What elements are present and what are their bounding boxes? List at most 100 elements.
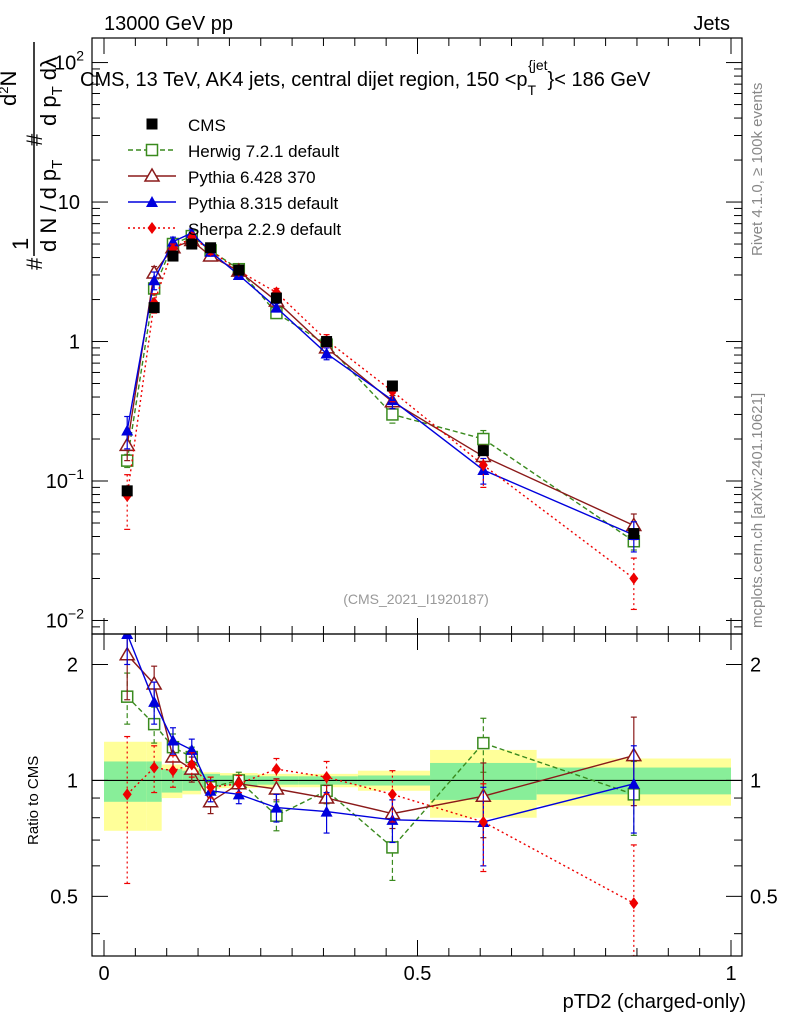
legend-marker-sherpa bbox=[147, 222, 157, 234]
legend-marker-data bbox=[146, 118, 158, 130]
ratio-line-sherpa bbox=[126, 763, 635, 904]
header-left: 13000 GeV pp bbox=[104, 13, 233, 35]
ratio-series-sherpa bbox=[122, 735, 639, 956]
ratio-point-sherpa bbox=[122, 788, 132, 801]
y-tick-label: 10−2 bbox=[46, 605, 84, 632]
ratio-point-py8 bbox=[270, 801, 283, 813]
point-py8 bbox=[320, 347, 333, 359]
ratio-point-sherpa bbox=[322, 771, 332, 784]
svg-text:#: # bbox=[22, 133, 47, 146]
ratio-point-sherpa bbox=[387, 788, 397, 801]
ratio-point-sherpa bbox=[206, 781, 216, 794]
legend-marker-herwig bbox=[145, 143, 159, 157]
point-data bbox=[233, 264, 245, 276]
point-data bbox=[205, 242, 217, 254]
point-sherpa bbox=[629, 572, 639, 585]
header-right: Jets bbox=[693, 13, 730, 35]
ratio-series-py8 bbox=[121, 634, 640, 867]
ratio-point-herwig bbox=[477, 736, 490, 750]
ratio-point-py8 bbox=[148, 695, 161, 707]
point-data bbox=[148, 302, 160, 314]
series-herwig bbox=[120, 229, 641, 551]
main-y-axis: 102 10 1 10−1 10−2 bbox=[46, 48, 742, 635]
y-tick-label: 1 bbox=[69, 332, 80, 354]
legend: CMS Herwig 7.2.1 default Pythia 6.428 370 P… bbox=[128, 116, 341, 239]
point-data bbox=[321, 336, 333, 348]
series-line-sherpa bbox=[126, 236, 635, 580]
svg-text:1: 1 bbox=[8, 238, 33, 250]
series-sherpa bbox=[122, 231, 639, 611]
svg-text:#: # bbox=[22, 257, 47, 270]
ratio-point-sherpa bbox=[478, 815, 488, 828]
ratio-point-py8 bbox=[627, 777, 640, 789]
side-label-mcplots: mcplots.cern.ch [arXiv:2401.10621] bbox=[749, 393, 766, 628]
ratio-point-py8 bbox=[232, 788, 245, 800]
svg-text:CMS, 13 TeV, AK4 jets, central: CMS, 13 TeV, AK4 jets, central dijet reg… bbox=[80, 57, 651, 98]
x-tick-label: 0.5 bbox=[404, 963, 432, 985]
legend-label-py6: Pythia 6.428 370 bbox=[188, 168, 316, 187]
ratio-y-tick-label-right: 0.5 bbox=[750, 886, 778, 908]
x-axis-label: pTD2 (charged-only) bbox=[563, 991, 746, 1013]
ratio-point-sherpa bbox=[187, 758, 197, 771]
title-sup: {jet bbox=[528, 57, 548, 73]
point-data bbox=[121, 485, 133, 497]
point-py8 bbox=[386, 394, 399, 406]
title-tail: }< 186 GeV bbox=[548, 69, 652, 91]
ratio-y-tick-label-left: 0.5 bbox=[50, 886, 78, 908]
legend-item-py6: Pythia 6.428 370 bbox=[128, 167, 316, 187]
plot-title: CMS, 13 TeV, AK4 jets, central dijet reg… bbox=[80, 57, 651, 98]
x-tick-label: 0 bbox=[98, 963, 109, 985]
point-sherpa bbox=[478, 459, 488, 472]
ratio-point-py8 bbox=[121, 634, 134, 639]
ratio-point-sherpa bbox=[234, 777, 244, 790]
y-tick-label: 10 bbox=[58, 192, 80, 214]
ratio-point-sherpa bbox=[629, 897, 639, 910]
ratio-series-py6 bbox=[118, 634, 643, 839]
side-label-rivet: Rivet 4.1.0, ≥ 100k events bbox=[749, 83, 766, 256]
ratio-plot: 2 21 10.5 0.50 0.5 1 bbox=[50, 633, 778, 985]
ratio-y-axis: 2 2 1 1 0.5 0.5 bbox=[50, 654, 778, 935]
ratio-point-py8 bbox=[166, 734, 179, 746]
ratio-point-sherpa bbox=[271, 763, 281, 776]
ratio-y-tick-label-right: 2 bbox=[750, 654, 761, 676]
series-py8 bbox=[121, 226, 640, 553]
point-data bbox=[386, 380, 398, 392]
series-data bbox=[121, 238, 640, 540]
ratio-y-label: Ratio to CMS bbox=[25, 756, 42, 845]
point-data bbox=[628, 528, 640, 540]
series-line-py6 bbox=[126, 239, 635, 527]
legend-marker-py6 bbox=[143, 167, 161, 182]
legend-marker-py8 bbox=[146, 196, 158, 207]
point-herwig bbox=[386, 408, 399, 421]
point-data bbox=[270, 292, 282, 304]
y-tick-label: 10−1 bbox=[46, 466, 84, 493]
main-series bbox=[118, 226, 643, 611]
ratio-series bbox=[118, 634, 643, 956]
title-main: CMS, 13 TeV, AK4 jets, central dijet reg… bbox=[80, 69, 528, 91]
legend-label-sherpa: Sherpa 2.2.9 default bbox=[188, 220, 341, 239]
ratio-y-tick-label-left: 2 bbox=[67, 654, 78, 676]
point-data bbox=[477, 445, 489, 457]
title-sub: T bbox=[528, 82, 537, 98]
legend-label-py8: Pythia 8.315 default bbox=[188, 194, 339, 213]
legend-item-py8: Pythia 8.315 default bbox=[128, 194, 339, 213]
ratio-point-sherpa bbox=[149, 761, 159, 774]
y-axis-label: # 1 d N / d pT # d2N d pTdλ bbox=[0, 42, 66, 270]
y-tick-label: 102 bbox=[54, 48, 84, 75]
ratio-point-py8 bbox=[320, 805, 333, 817]
point-data bbox=[167, 250, 179, 262]
x-tick-label: 1 bbox=[725, 963, 736, 985]
ratio-point-herwig bbox=[386, 841, 399, 854]
legend-label-data: CMS bbox=[188, 116, 226, 135]
point-py8 bbox=[121, 424, 134, 436]
svg-text:d2N: d2N bbox=[0, 71, 21, 106]
legend-item-herwig: Herwig 7.2.1 default bbox=[128, 142, 339, 161]
legend-item-sherpa: Sherpa 2.2.9 default bbox=[128, 220, 341, 239]
series-line-herwig bbox=[126, 235, 635, 542]
point-herwig bbox=[477, 432, 490, 446]
svg-text:d N / d pT: d N / d pT bbox=[36, 160, 66, 252]
ratio-y-tick-label-left: 1 bbox=[67, 770, 78, 792]
point-py8 bbox=[270, 301, 283, 313]
ratio-point-sherpa bbox=[168, 764, 178, 777]
